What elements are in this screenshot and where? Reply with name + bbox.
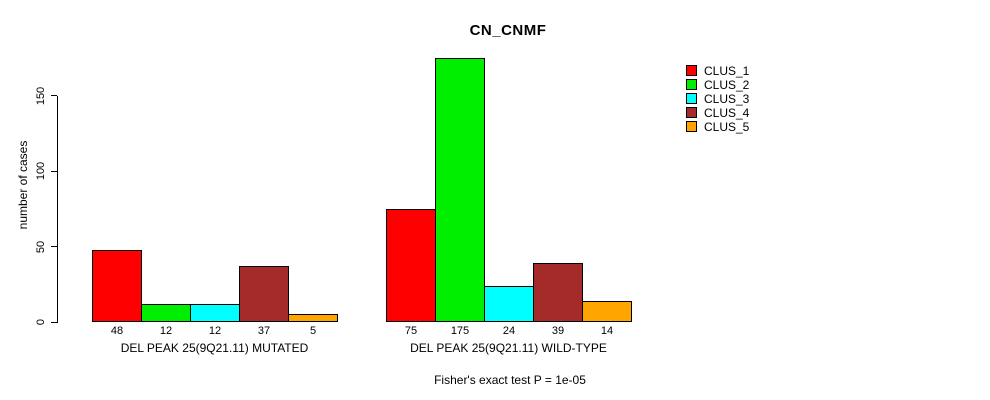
y-tick-label: 50 (35, 240, 47, 253)
bar-clus_3-group2 (484, 285, 534, 322)
legend-swatch-clus_1 (686, 65, 697, 76)
legend-swatch-clus_4 (686, 107, 697, 118)
bar-clus_2-group1 (141, 303, 191, 322)
legend-swatch-clus_5 (686, 121, 697, 132)
bar-clus_3-group1 (190, 303, 240, 322)
y-tick (51, 321, 57, 323)
bar-value-label: 12 (159, 325, 173, 337)
legend-label: CLUS_1 (704, 63, 750, 78)
legend-row-clus_1: CLUS_1 (686, 63, 750, 78)
bar-value-label: 39 (551, 325, 565, 337)
y-tick-label: 100 (35, 161, 47, 181)
bar-value-label: 48 (110, 325, 124, 337)
group-label-mutated: DEL PEAK 25(9Q21.11) MUTATED (120, 341, 309, 355)
bar-value-label: 175 (450, 325, 470, 337)
chart-title: CN_CNMF (469, 22, 547, 39)
y-tick (51, 170, 57, 172)
bar-value-label: 75 (404, 325, 418, 337)
legend-label: CLUS_4 (704, 105, 750, 120)
legend-row-clus_2: CLUS_2 (686, 77, 750, 92)
y-axis-line (57, 96, 58, 323)
legend-swatch-clus_3 (686, 93, 697, 104)
legend-label: CLUS_3 (704, 91, 750, 106)
bar-clus_1-group1 (92, 249, 142, 322)
legend-row-clus_3: CLUS_3 (686, 91, 750, 106)
legend-swatch-clus_2 (686, 79, 697, 90)
bar-value-label: 24 (502, 325, 516, 337)
bar-clus_4-group1 (239, 266, 289, 322)
y-tick-label: 150 (35, 86, 47, 105)
fisher-test-note: Fisher's exact test P = 1e-05 (434, 373, 586, 387)
bar-value-label: 37 (257, 325, 271, 337)
y-tick-label: 0 (35, 318, 47, 326)
legend-label: CLUS_5 (704, 119, 750, 134)
y-tick (51, 246, 57, 247)
bar-clus_5-group1 (288, 314, 338, 322)
y-tick (51, 95, 57, 96)
bar-value-label: 5 (309, 325, 317, 337)
bar-clus_5-group2 (582, 300, 632, 322)
bar-clus_4-group2 (533, 263, 583, 322)
y-axis-title: number of cases (16, 140, 30, 230)
bar-value-label: 12 (208, 325, 222, 337)
legend-label: CLUS_2 (704, 77, 750, 92)
bar-clus_1-group2 (386, 208, 436, 322)
legend-row-clus_5: CLUS_5 (686, 119, 750, 134)
legend: CLUS_1 CLUS_2 CLUS_3 CLUS_4 CLUS_5 (686, 65, 749, 135)
bar-value-label: 14 (600, 325, 614, 337)
bar-clus_2-group2 (435, 57, 485, 322)
legend-row-clus_4: CLUS_4 (686, 105, 750, 120)
group-label-wildtype: DEL PEAK 25(9Q21.11) WILD-TYPE (410, 341, 607, 355)
